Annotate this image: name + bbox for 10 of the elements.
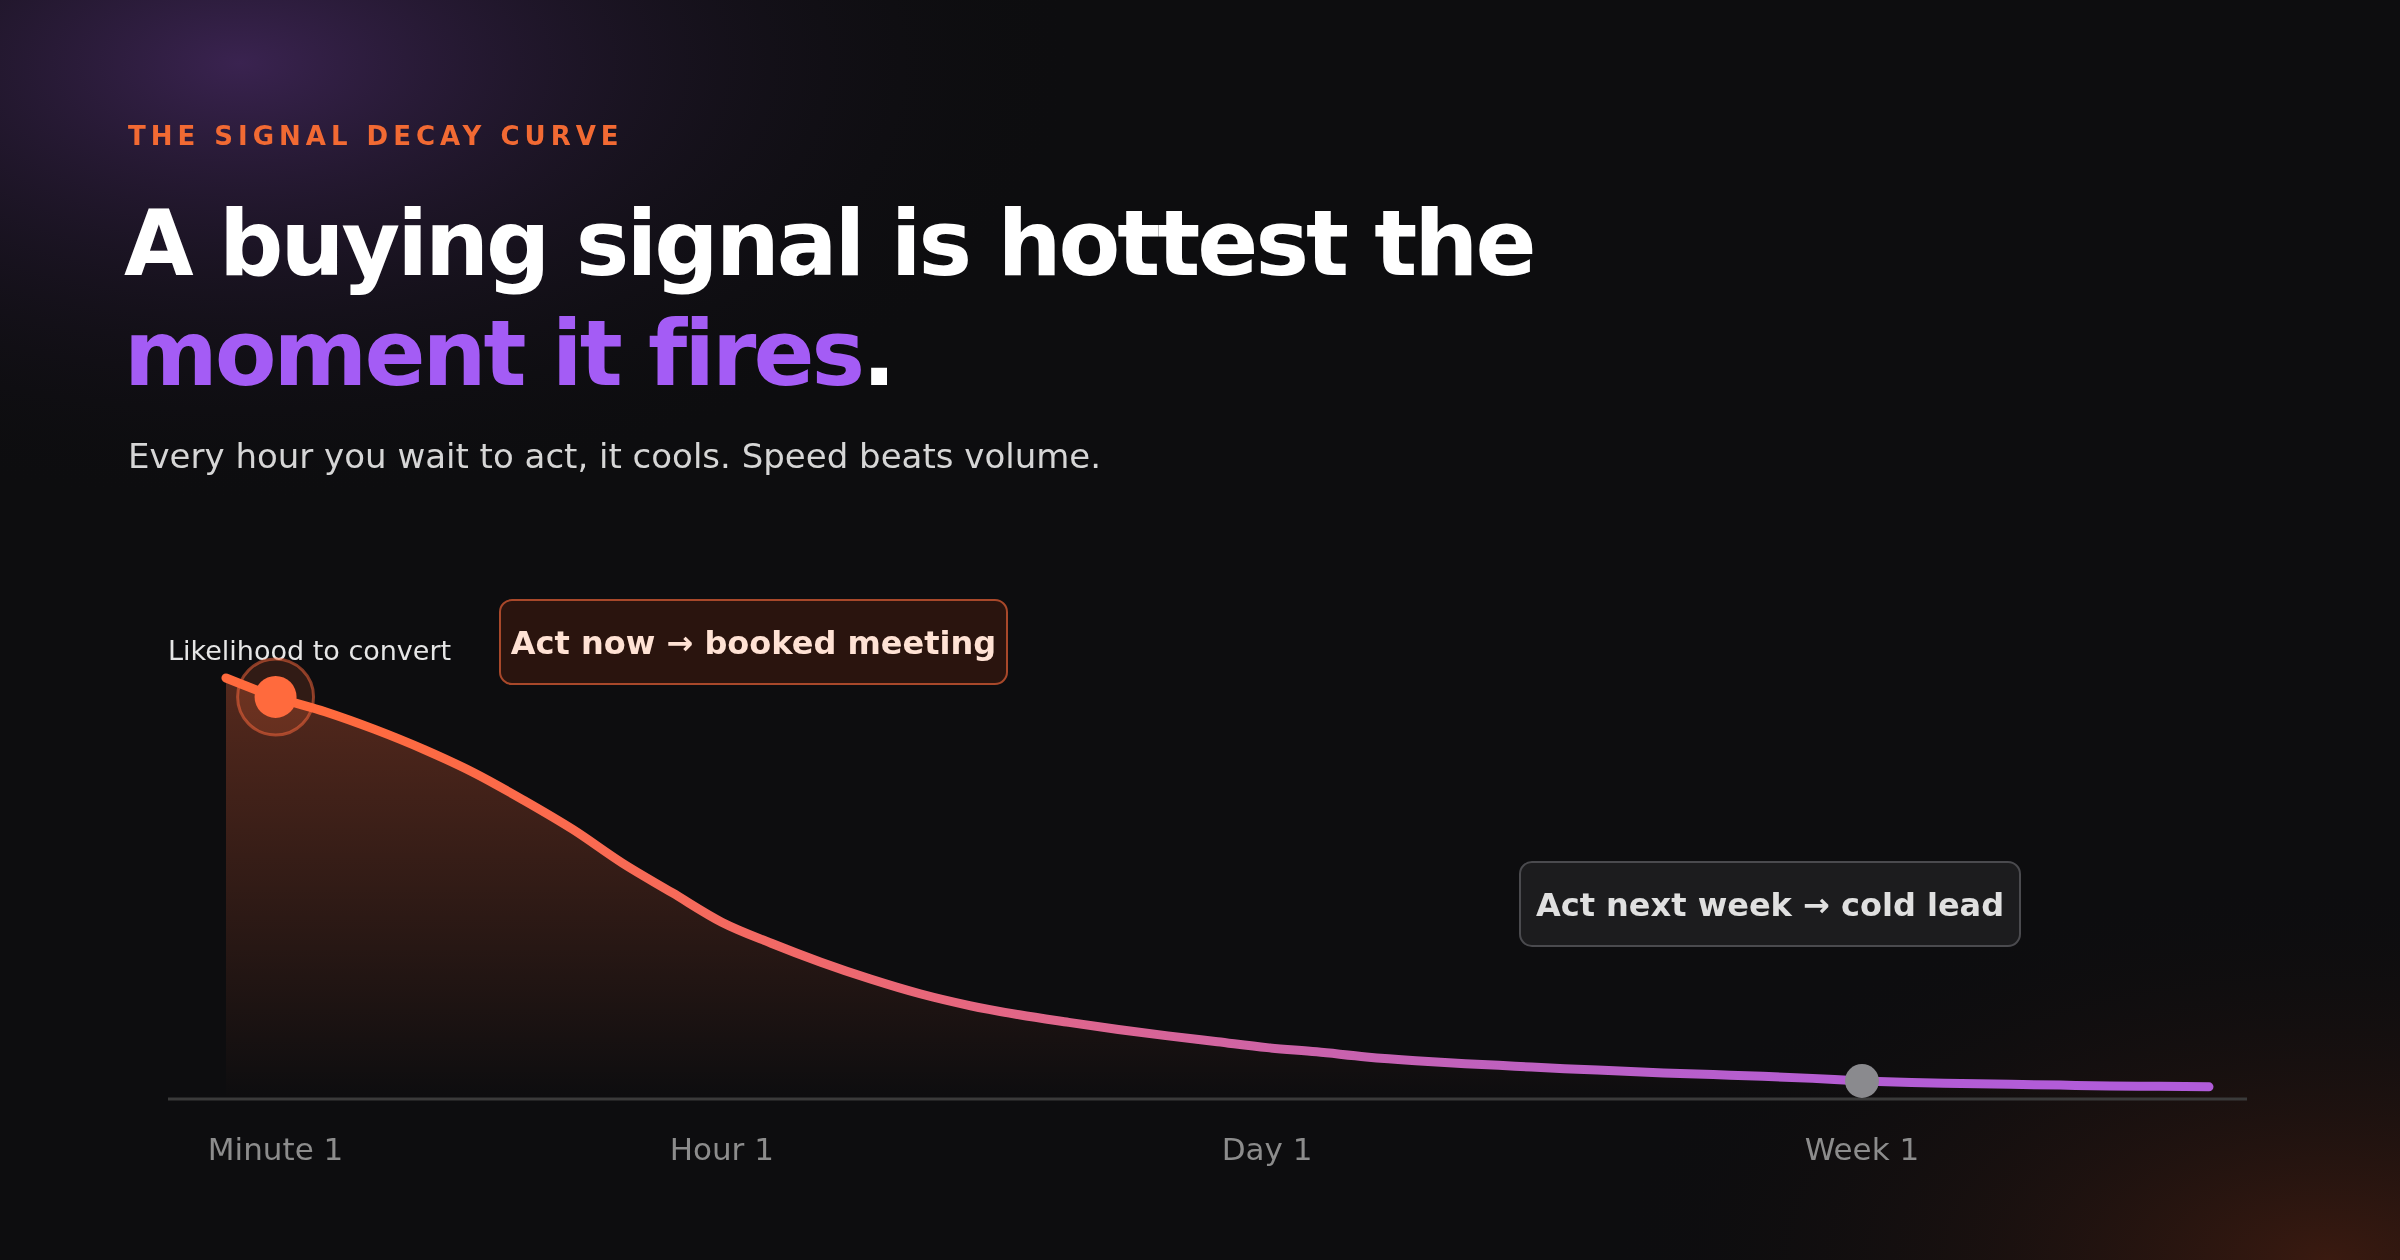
x-tick-label: Hour 1 <box>669 1131 774 1167</box>
y-axis-title: Likelihood to convert <box>168 635 452 666</box>
annotation: Act next week → cold lead <box>1535 886 2005 924</box>
x-tick-label: Week 1 <box>1804 1131 1920 1167</box>
x-tick-label: Day 1 <box>1221 1131 1313 1167</box>
x-tick-label: Minute 1 <box>207 1131 344 1167</box>
text: THE SIGNAL DECAY CURVE <box>128 121 624 151</box>
text: Act now → booked meeting <box>510 624 997 662</box>
chart-title: A buying signal is hottest the moment it fires. <box>124 191 1534 406</box>
chart-subtitle: Every hour you wait to act, it cools. Speed beats volume. <box>128 436 1102 476</box>
